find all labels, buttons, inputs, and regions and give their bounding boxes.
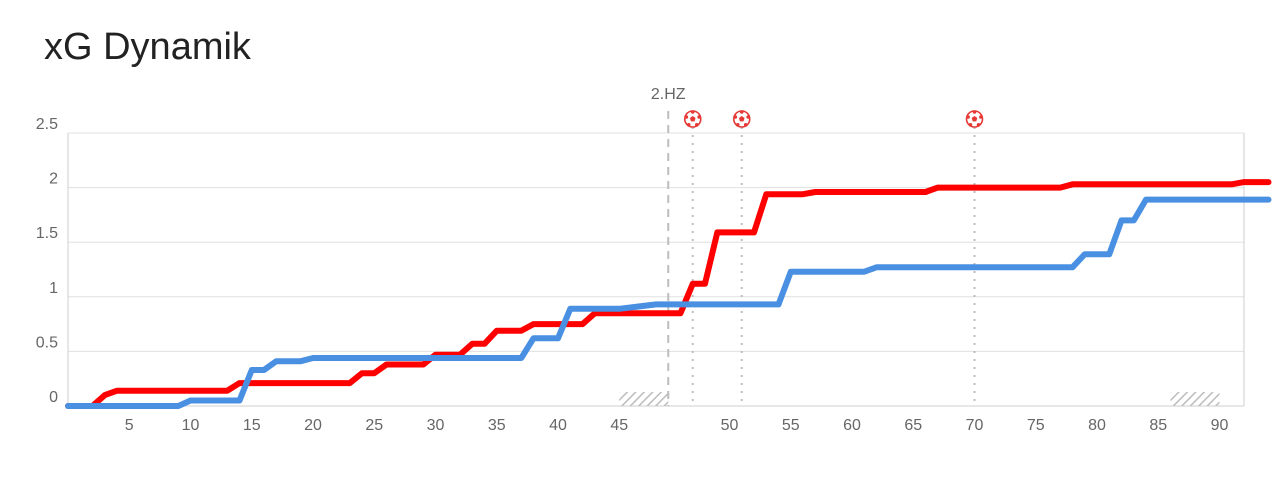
soccer-ball-patch [694, 123, 699, 127]
series-lines [65, 179, 1272, 409]
x-tick-label: 15 [243, 417, 261, 434]
x-tick-label: 65 [904, 417, 922, 434]
axis-labels: 0 0.5 1 1.5 2 2.5 5 10 15 20 25 30 35 40 45 50 55 60 65 70 7… [36, 116, 1229, 434]
soccer-ball-center-patch [689, 116, 696, 122]
y-tick-label: 2.5 [36, 116, 58, 133]
soccer-ball-patch [686, 123, 691, 127]
x-tick-label: 40 [549, 417, 567, 434]
y-tick-label: 1.5 [36, 225, 58, 242]
soccer-ball-patch [735, 123, 740, 127]
page-title: xG Dynamik [44, 26, 251, 68]
soccer-ball-patch [972, 110, 977, 114]
soccer-ball-patch [697, 115, 701, 119]
series-line-1 [65, 179, 1272, 409]
stoppage-time-area [1170, 392, 1220, 406]
y-tick-label: 0.5 [36, 334, 58, 351]
x-tick-label: 45 [610, 417, 628, 434]
halftime-label: 2.HZ [651, 86, 686, 103]
x-tick-label: 55 [782, 417, 800, 434]
x-tick-label: 80 [1088, 417, 1106, 434]
soccer-ball-patch [966, 115, 970, 119]
soccer-ball-patch [684, 115, 689, 119]
x-tick-label: 20 [304, 417, 322, 434]
soccer-ball-center-patch [971, 116, 978, 122]
x-tick-label: 70 [966, 417, 984, 434]
x-tick-label: 10 [182, 417, 200, 434]
x-tick-label: 25 [365, 417, 383, 434]
y-tick-label: 2 [49, 171, 58, 188]
x-tick-label: 75 [1027, 417, 1045, 434]
stoppage-time-areas [619, 392, 1220, 406]
y-tick-label: 0 [49, 389, 58, 406]
soccer-ball-icon [683, 110, 702, 128]
soccer-ball-center-patch [738, 116, 745, 122]
soccer-ball-icon [732, 110, 751, 128]
stoppage-time-area [619, 392, 669, 406]
x-tick-label: 85 [1149, 417, 1167, 434]
x-tick-label: 30 [427, 417, 445, 434]
y-tick-label: 1 [49, 280, 58, 297]
soccer-ball-patch [690, 110, 695, 114]
x-tick-label: 5 [125, 417, 134, 434]
x-tick-label: 35 [488, 417, 506, 434]
event-markers: 2.HZ [651, 86, 984, 406]
soccer-ball-icon [965, 110, 984, 128]
soccer-ball-patch [968, 123, 973, 127]
x-tick-label: 50 [721, 417, 739, 434]
series-line-2 [65, 196, 1272, 409]
soccer-ball-patch [743, 123, 748, 127]
soccer-ball-patch [976, 123, 981, 127]
grid [67, 132, 1245, 407]
soccer-ball-patch [746, 115, 750, 119]
soccer-ball-patch [979, 115, 983, 119]
x-tick-label: 90 [1211, 417, 1229, 434]
soccer-ball-patch [739, 110, 744, 114]
soccer-ball-patch [733, 115, 738, 119]
x-tick-label: 60 [843, 417, 861, 434]
